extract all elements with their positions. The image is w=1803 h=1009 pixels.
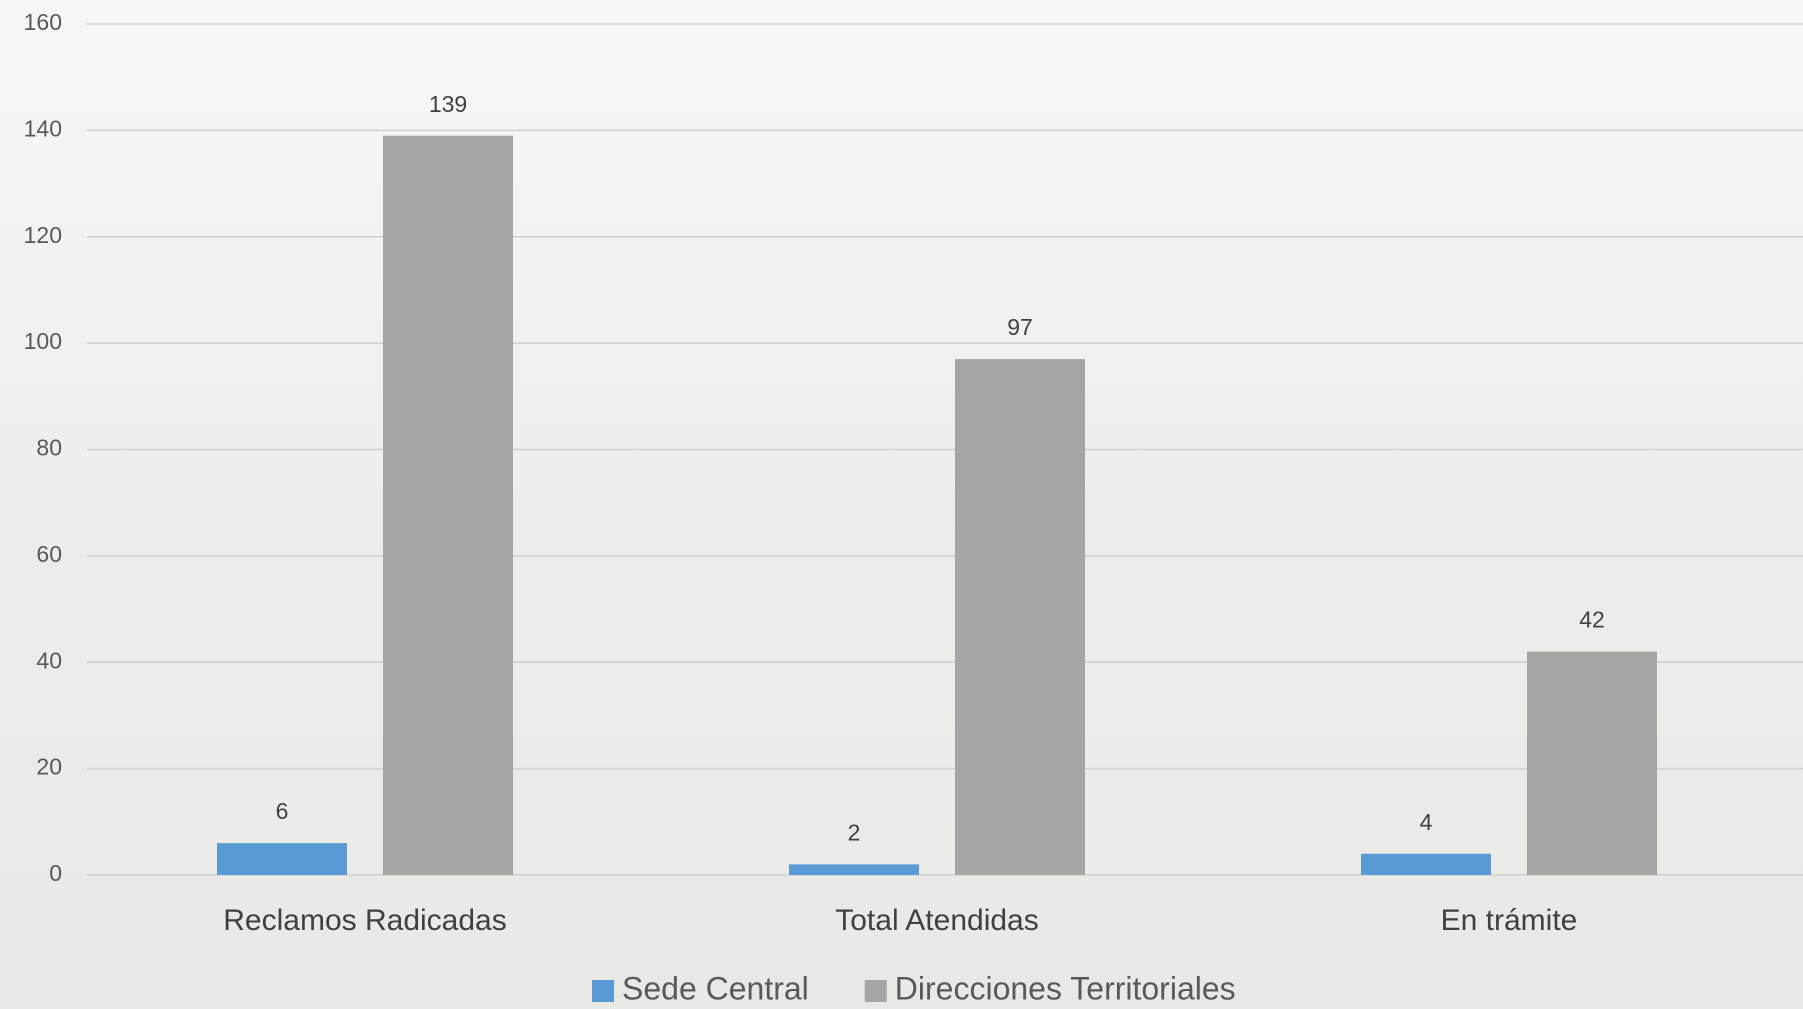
legend-swatch	[592, 980, 614, 1002]
data-label: 42	[1579, 607, 1605, 633]
x-tick-label: En trámite	[1441, 904, 1578, 937]
data-label: 2	[848, 819, 861, 845]
x-tick-label: Total Atendidas	[835, 904, 1038, 937]
bar	[789, 864, 919, 875]
bar	[1361, 853, 1491, 875]
bar	[217, 843, 347, 875]
data-label: 6	[276, 798, 289, 824]
bar	[383, 135, 513, 876]
y-tick-label: 0	[49, 860, 62, 886]
data-label: 97	[1007, 314, 1033, 340]
y-tick-label: 120	[24, 222, 62, 248]
legend-swatch	[864, 980, 887, 1002]
y-tick-label: 140	[24, 115, 62, 141]
y-tick-label: 160	[24, 9, 62, 35]
data-label: 4	[1420, 809, 1433, 835]
y-tick-label: 60	[36, 541, 62, 567]
y-tick-label: 20	[36, 754, 62, 780]
y-tick-label: 40	[36, 647, 62, 673]
legend-label: Direcciones Territoriales	[895, 970, 1236, 1006]
data-label: 139	[429, 91, 467, 117]
y-tick-label: 80	[36, 435, 62, 461]
bar	[1527, 651, 1657, 875]
bar	[955, 359, 1085, 875]
legend-label: Sede Central	[622, 970, 809, 1006]
x-tick-label: Reclamos Radicadas	[223, 904, 506, 937]
y-tick-label: 100	[24, 328, 62, 354]
